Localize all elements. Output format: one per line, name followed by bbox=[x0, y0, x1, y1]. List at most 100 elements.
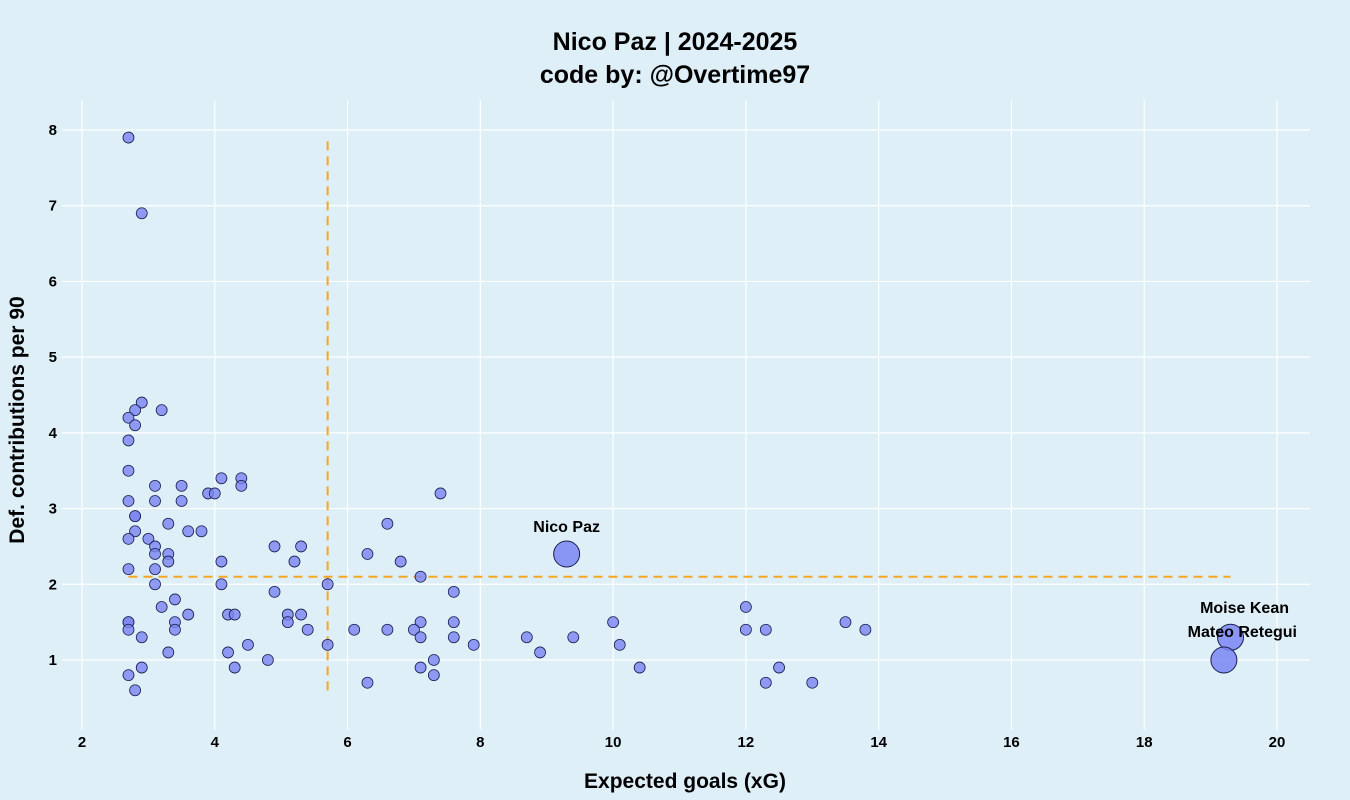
player-point bbox=[129, 419, 142, 432]
player-point bbox=[169, 593, 181, 606]
player-point bbox=[839, 616, 852, 629]
player-point bbox=[162, 517, 175, 530]
player-point bbox=[301, 623, 314, 636]
player-point bbox=[149, 578, 161, 591]
player-point bbox=[149, 479, 161, 492]
chart-title: Nico Paz | 2024-2025 bbox=[553, 28, 798, 56]
player-point bbox=[182, 525, 195, 538]
x-axis-label: Expected goals (xG) bbox=[584, 770, 786, 793]
player-point bbox=[135, 661, 148, 674]
player-point bbox=[806, 676, 819, 689]
player-point bbox=[321, 578, 334, 591]
mateo-retegui-point bbox=[1210, 646, 1238, 674]
player-point bbox=[759, 676, 772, 689]
x-tick-label: 20 bbox=[1269, 734, 1286, 751]
x-tick-label: 14 bbox=[870, 734, 887, 751]
player-point bbox=[215, 555, 228, 568]
player-point bbox=[281, 616, 294, 629]
player-point bbox=[414, 570, 427, 583]
player-point bbox=[295, 540, 307, 553]
chart-subtitle: code by: @Overtime97 bbox=[540, 61, 810, 89]
player-point bbox=[427, 654, 440, 666]
player-point bbox=[361, 548, 374, 560]
player-point bbox=[394, 555, 407, 568]
player-point bbox=[447, 616, 460, 629]
x-tick-label: 16 bbox=[1003, 734, 1020, 751]
player-point bbox=[408, 623, 420, 636]
y-tick-label: 5 bbox=[49, 349, 57, 366]
grid bbox=[62, 100, 1310, 730]
player-point bbox=[122, 464, 135, 477]
reference-lines bbox=[128, 141, 1231, 695]
player-point bbox=[759, 623, 772, 636]
player-point bbox=[414, 631, 427, 644]
player-point bbox=[155, 404, 168, 417]
player-point bbox=[235, 479, 248, 492]
player-point bbox=[175, 479, 188, 492]
player-point bbox=[228, 608, 241, 621]
y-tick-label: 7 bbox=[49, 198, 57, 215]
player-point bbox=[122, 532, 135, 545]
player-point bbox=[182, 608, 195, 621]
highlighted-players: Nico Paz Moise Kean Mateo Retegui bbox=[533, 519, 1297, 674]
player-point bbox=[261, 654, 274, 666]
player-point bbox=[520, 631, 533, 644]
player-point bbox=[414, 661, 427, 674]
player-point bbox=[169, 623, 181, 636]
player-point bbox=[149, 495, 161, 507]
player-point bbox=[122, 131, 135, 144]
player-point bbox=[348, 623, 361, 636]
y-tick-label: 6 bbox=[49, 273, 57, 290]
player-point bbox=[135, 631, 148, 644]
player-point bbox=[122, 623, 135, 636]
x-tick-label: 18 bbox=[1136, 734, 1153, 751]
player-point bbox=[222, 646, 234, 659]
player-point bbox=[129, 525, 142, 538]
nico-paz-label: Nico Paz bbox=[533, 519, 600, 536]
player-point bbox=[135, 207, 148, 220]
player-point bbox=[321, 638, 334, 651]
player-point bbox=[149, 548, 161, 560]
player-point bbox=[447, 631, 460, 644]
player-point bbox=[129, 510, 142, 523]
y-tick-label: 8 bbox=[49, 122, 57, 139]
player-point bbox=[122, 411, 135, 424]
player-point bbox=[434, 487, 447, 500]
player-point bbox=[295, 608, 307, 621]
player-point bbox=[633, 661, 646, 674]
player-point bbox=[228, 661, 241, 674]
player-point bbox=[427, 669, 440, 682]
player-point bbox=[567, 631, 580, 644]
x-tick-label: 12 bbox=[738, 734, 755, 751]
player-point bbox=[215, 578, 228, 591]
mateo-retegui-label: Mateo Retegui bbox=[1188, 624, 1297, 641]
player-point bbox=[773, 661, 785, 674]
player-point bbox=[447, 585, 460, 598]
x-tick-label: 10 bbox=[605, 734, 622, 751]
player-point bbox=[361, 676, 374, 689]
y-tick-label: 4 bbox=[49, 425, 58, 442]
player-point bbox=[288, 555, 301, 568]
player-point bbox=[195, 525, 208, 538]
x-tick-label: 8 bbox=[476, 734, 484, 751]
player-point bbox=[381, 517, 394, 530]
y-tick-label: 1 bbox=[49, 652, 57, 669]
data-points bbox=[122, 131, 872, 697]
y-axis-label: Def. contributions per 90 bbox=[6, 296, 29, 543]
player-point bbox=[739, 601, 752, 613]
player-point bbox=[162, 646, 175, 659]
player-point bbox=[129, 404, 142, 417]
player-point bbox=[268, 585, 281, 598]
player-point bbox=[129, 684, 142, 697]
x-tick-label: 4 bbox=[211, 734, 220, 751]
player-point bbox=[142, 532, 155, 545]
y-tick-label: 3 bbox=[49, 501, 57, 518]
moise-kean-label: Moise Kean bbox=[1200, 600, 1289, 617]
nico-paz-point bbox=[553, 540, 581, 568]
player-point bbox=[208, 487, 221, 500]
player-point bbox=[122, 669, 135, 682]
player-point bbox=[122, 563, 135, 576]
player-point bbox=[467, 638, 480, 651]
